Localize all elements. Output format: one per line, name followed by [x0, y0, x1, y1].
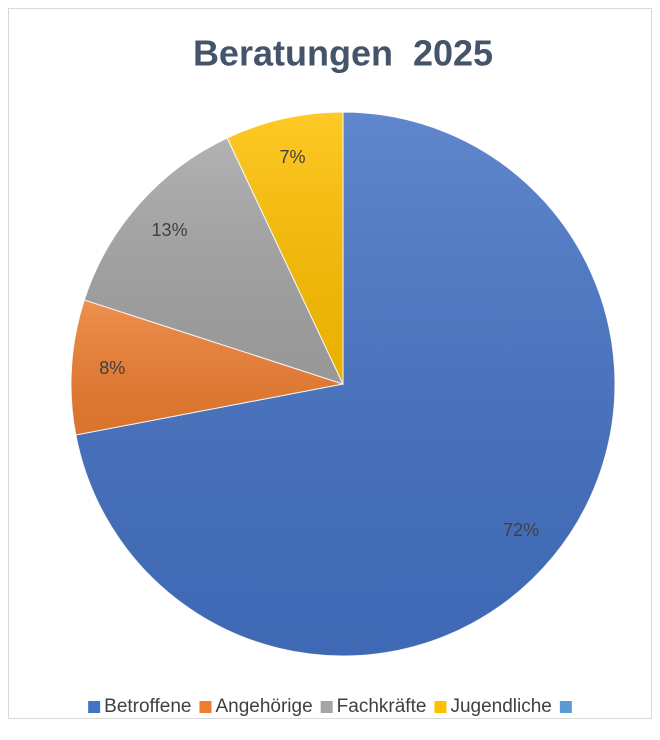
legend-swatch: [88, 701, 101, 713]
legend-swatch: [434, 701, 447, 713]
legend: Betroffene Angehörige Fachkräfte Jugendlich…: [88, 696, 572, 717]
legend-label: Angehörige: [215, 696, 312, 717]
data-label: 13%: [152, 220, 188, 240]
legend-label: Jugendliche: [450, 696, 551, 717]
slice-shade: [84, 137, 344, 384]
legend-label: Betroffene: [104, 696, 191, 717]
data-label: 7%: [280, 147, 306, 167]
legend-swatch: [320, 701, 333, 713]
slice-shade: [227, 112, 343, 384]
slice-shade: [75, 112, 615, 656]
legend-swatch: [559, 701, 572, 713]
legend-swatch: [199, 701, 212, 713]
legend-label: Fachkräfte: [337, 696, 427, 717]
data-label: 8%: [99, 358, 125, 378]
chart-title: Beratungen 2025: [193, 33, 493, 74]
slice-shade: [70, 299, 343, 435]
data-label: 72%: [503, 520, 539, 540]
